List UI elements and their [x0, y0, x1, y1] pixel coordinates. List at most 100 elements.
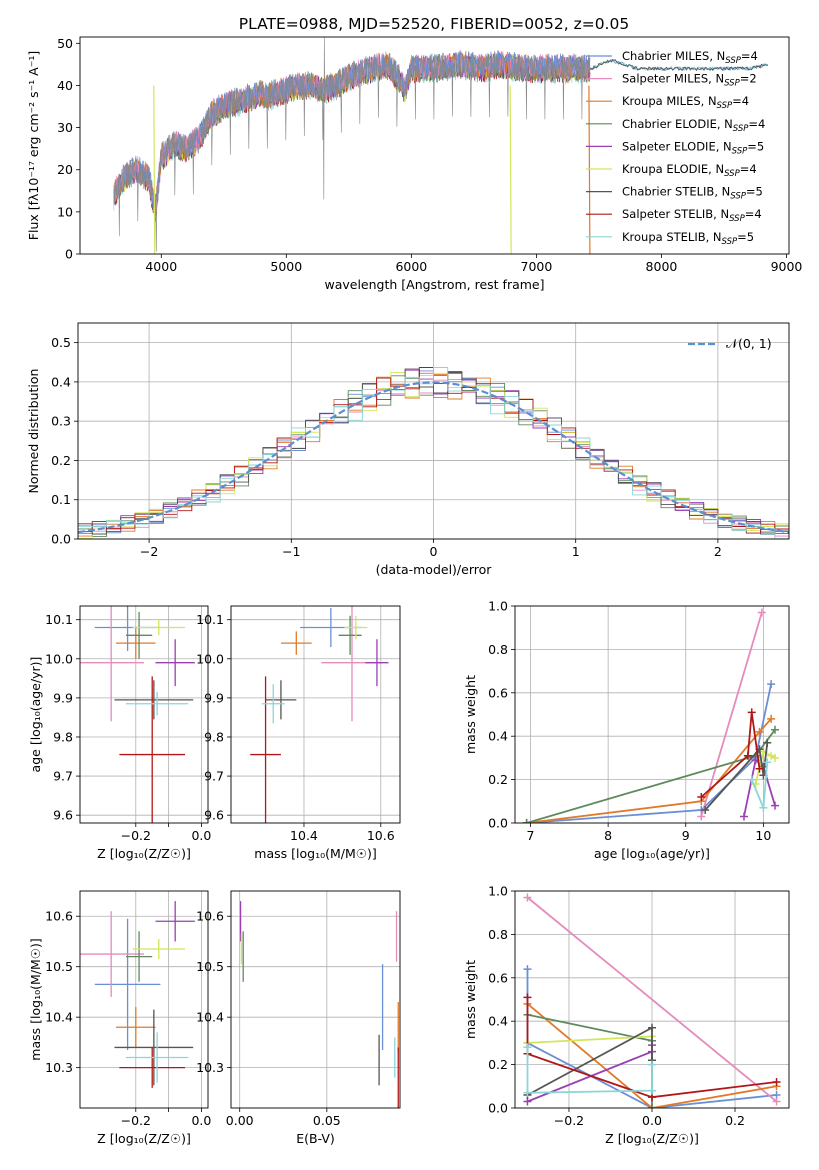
legend-label-tail: =2	[740, 72, 757, 86]
y-axis-label: mass weight	[463, 675, 478, 754]
axes-frame	[230, 890, 401, 1109]
x-tick-label: 8	[604, 828, 612, 843]
weight-marker-sm	[772, 1097, 781, 1106]
legend-label-ks: Kroupa STELIB, NSSP=5	[622, 230, 754, 247]
legend-label-ce: Chabrier ELODIE, NSSP=4	[622, 117, 765, 134]
y-tick-label: 9.6	[53, 808, 73, 823]
y-tick-label: 0.0	[51, 532, 71, 547]
legend-label-tail: =5	[747, 139, 764, 153]
weight-line-ks	[526, 1047, 653, 1094]
y-tick-label: 10.3	[196, 1060, 224, 1075]
y-axis-label: Flux [fλ10⁻¹⁷ erg cm⁻² s⁻¹ A⁻¹]	[26, 51, 41, 240]
weight-marker-km	[767, 714, 776, 723]
x-tick-label: −0.2	[554, 1113, 584, 1128]
x-tick-label: 6000	[395, 259, 427, 274]
plot-area	[80, 901, 195, 1088]
x-tick-label: 7	[527, 828, 535, 843]
panel-2: −2 −1 0 1 2 0.0 0.1 0.2 0.3 0.4 0.5 (data-model)/er…	[26, 322, 790, 577]
weight-marker-ce	[522, 819, 531, 823]
figure-title: PLATE=0988, MJD=52520, FIBERID=0052, z=0…	[239, 15, 629, 33]
x-tick-label: 4000	[145, 259, 177, 274]
weight-marker-cm	[523, 965, 532, 974]
weight-marker-ks	[523, 1043, 532, 1052]
y-tick-label: 10.4	[45, 1010, 73, 1025]
weight-marker-ks	[759, 803, 768, 812]
histogram-ks	[78, 367, 789, 539]
weight-line-km	[526, 1003, 777, 1108]
x-tick-label: 0.05	[313, 1113, 341, 1128]
weight-marker-ks	[763, 758, 772, 767]
x-tick-label: 0.00	[226, 1113, 254, 1128]
legend-label-tail: =4	[741, 49, 758, 63]
x-tick-label: −0.2	[121, 828, 151, 843]
legend-label-subscript: SSP	[730, 192, 746, 202]
x-tick-label: −0.2	[121, 1113, 151, 1128]
y-tick-label: 0.4	[51, 374, 71, 389]
x-axis-label: (data-model)/error	[376, 562, 493, 577]
y-tick-label: 0.8	[488, 642, 508, 657]
panel-1: 4000 5000 6000 7000 8000 9000 0 10 20 30 40 50 wavel…	[26, 36, 803, 292]
panel-4: 10.4 10.6 9.6 9.7 9.8 9.9 10.0 10.1 mass [log₁₀(…	[196, 605, 401, 861]
y-tick-label: 1.0	[488, 884, 508, 899]
y-tick-label: 9.9	[53, 690, 73, 705]
axes-frame	[79, 605, 209, 824]
panel-7: 0.00 0.05 10.3 10.4 10.5 10.6 E(B-V)	[196, 890, 401, 1146]
legend-label-ke: Kroupa ELODIE, NSSP=4	[622, 162, 757, 179]
legend-label-text: Chabrier STELIB, N	[622, 185, 730, 199]
axes-frame	[77, 322, 790, 540]
plot-area	[522, 608, 780, 823]
legend-label-sm: Salpeter MILES, NSSP=2	[622, 72, 757, 89]
weight-line-km	[526, 718, 772, 823]
y-tick-label: 0.5	[51, 335, 71, 350]
legend-label-subscript: SSP	[729, 214, 745, 224]
y-tick-label: 10.1	[196, 612, 224, 627]
y-tick-label: 10.3	[45, 1060, 73, 1075]
weight-marker-ks	[648, 1060, 656, 1069]
axes-frame	[514, 605, 790, 824]
dropout-line	[153, 85, 156, 254]
weight-marker-ke	[771, 753, 780, 762]
legend-label-text: Salpeter ELODIE, N	[622, 139, 732, 153]
legend-gaussian-label: 𝒩(0, 1)	[726, 336, 772, 351]
x-tick-label: 0	[430, 544, 438, 559]
x-tick-label: 9000	[771, 259, 803, 274]
y-tick-label: 9.6	[204, 808, 224, 823]
x-axis-label: E(B-V)	[296, 1131, 335, 1146]
legend-label-text: Chabrier MILES, N	[622, 49, 725, 63]
y-tick-label: 10	[57, 204, 73, 219]
x-tick-label: 1	[572, 544, 580, 559]
weight-marker-ss	[755, 764, 764, 773]
observed-spectrum-line	[113, 37, 591, 252]
y-tick-label: 0.0	[488, 1101, 508, 1116]
legend-label-text: Chabrier ELODIE, N	[622, 117, 733, 131]
y-tick-label: 9.8	[204, 729, 224, 744]
y-tick-label: 9.7	[204, 769, 224, 784]
legend-label-subscript: SSP	[725, 56, 741, 66]
legend-label-text: Kroupa MILES, N	[622, 94, 717, 108]
plot-area	[239, 901, 399, 1108]
legend-label-text: Salpeter MILES, N	[622, 72, 724, 86]
y-tick-label: 30	[57, 120, 73, 135]
legend-label-cm: Chabrier MILES, NSSP=4	[622, 49, 758, 66]
legend-label-tail: =4	[740, 162, 757, 176]
x-axis-label: mass [log₁₀(M/M☉)]	[254, 846, 376, 861]
weight-marker-cm	[767, 680, 776, 689]
weight-marker-ks	[523, 1088, 532, 1097]
y-tick-label: 1.0	[488, 599, 508, 614]
legend-label-subscript: SSP	[724, 79, 740, 89]
weight-marker-ss	[772, 1077, 781, 1086]
legend-label-tail: =4	[745, 207, 762, 221]
y-axis-label: mass [log₁₀(M/M☉)]	[28, 938, 43, 1060]
x-tick-label: 0.0	[191, 828, 211, 843]
y-tick-label: 9.7	[53, 769, 73, 784]
plot-area	[78, 367, 789, 539]
plot-area	[523, 893, 781, 1108]
legend-label-subscript: SSP	[733, 124, 749, 134]
legend-label-text: Kroupa ELODIE, N	[622, 162, 724, 176]
y-tick-label: 0.3	[51, 414, 71, 429]
panel-6: −0.2 0.0 10.3 10.4 10.5 10.6 Z [log₁₀(Z/Z☉)] ma…	[28, 890, 211, 1146]
x-tick-label: −1	[282, 544, 300, 559]
y-tick-label: 10.1	[45, 612, 73, 627]
legend-label-tail: =5	[737, 230, 754, 244]
